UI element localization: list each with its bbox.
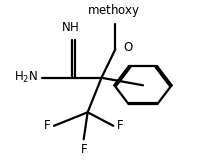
- Text: $\mathsf{O}$: $\mathsf{O}$: [123, 41, 134, 54]
- Text: F: F: [117, 119, 124, 132]
- Text: $\mathsf{methoxy}$: $\mathsf{methoxy}$: [87, 2, 140, 19]
- Text: F: F: [80, 143, 87, 156]
- Text: F: F: [43, 119, 50, 132]
- Text: $\mathsf{NH}$: $\mathsf{NH}$: [61, 21, 79, 34]
- Text: $\mathsf{H_2N}$: $\mathsf{H_2N}$: [14, 70, 38, 85]
